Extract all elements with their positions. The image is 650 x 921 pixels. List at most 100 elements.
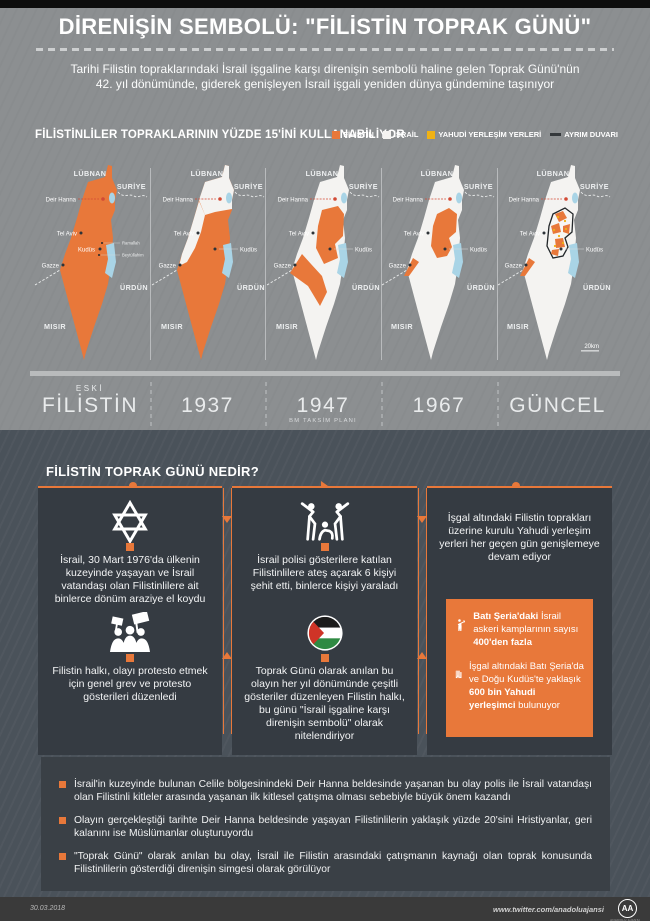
dead-sea: [105, 243, 116, 278]
what-section-title: FİLİSTİN TOPRAK GÜNÜ NEDİR?: [46, 464, 259, 479]
legend-label: AYRIM DUVARI: [564, 130, 618, 139]
bullet-square: [59, 817, 66, 824]
label-egypt: MISIR: [507, 322, 529, 331]
label-gaza: Gazze: [389, 264, 407, 270]
map-divider: [497, 168, 498, 360]
city-dot: [213, 247, 217, 251]
intro-line-1: Tarihi Filistin topraklarındaki İsrail i…: [70, 62, 580, 76]
timeline-top-label: [497, 384, 618, 394]
city-dot: [196, 231, 200, 235]
fact-settlers-text: İşgal altındaki Batı Şeria'da ve Doğu Ku…: [469, 660, 584, 712]
timeline-label-guncel: GÜNCEL: [497, 384, 618, 417]
legend-label: İSRAİL: [393, 130, 419, 139]
palestine-flag-icon-wrap: [232, 614, 417, 652]
timeline-divider: [265, 382, 267, 434]
fact-segment: İşgal altındaki Batı Şeria'da ve Doğu Ku…: [469, 661, 584, 685]
intro-text: Tarihi Filistin topraklarındaki İsrail i…: [0, 62, 650, 91]
map-eski-filistin: LÜBNAN SURİYE ÜRDÜN MISIR Deir Hanna Tel Aviv…: [32, 152, 148, 370]
timeline-main-label: GÜNCEL: [509, 394, 606, 417]
timeline-divider: [150, 382, 152, 434]
border-dashed-line: [151, 269, 178, 286]
building-icon: [455, 670, 462, 679]
bullet-square: [126, 654, 134, 662]
label-gaza: Gazze: [159, 264, 177, 270]
summary-bullets-box: İsrail'in kuzeyinde bulunan Celile bölge…: [41, 757, 610, 891]
border-dashed-line: [266, 269, 293, 286]
fact-segment: 600 bin Yahudi yerleşimci: [469, 687, 536, 711]
label-tel-aviv: Tel Aviv: [404, 232, 424, 238]
map-legend: FİLİSTİN İSRAİL YAHUDİ YERLEŞİM YERLERİ AYR…: [332, 130, 618, 139]
border-dashed-line: [234, 191, 265, 198]
label-jordan: ÜRDÜN: [120, 283, 148, 292]
sea-of-galilee: [456, 192, 462, 204]
label-gaza: Gazze: [505, 264, 523, 270]
map-svg-1967: LÜBNAN SURİYE ÜRDÜN MISIR Deir Hanna Tel Aviv…: [381, 165, 495, 360]
city-dot: [443, 247, 447, 251]
map-divider: [265, 168, 266, 360]
timeline-label-1937: 1937: [150, 384, 265, 417]
timeline-main-label: FİLİSTİN: [41, 394, 138, 417]
legend-swatch-square: [427, 130, 436, 139]
panel1-text-2: Filistin halkı, olayı protesto etmek içi…: [52, 665, 208, 703]
label-deir-hanna: Deir Hanna: [393, 198, 424, 204]
legend-item: FİLİSTİN: [332, 130, 374, 139]
label-deir-hanna: Deir Hanna: [46, 198, 77, 204]
timeline-top-label: ESKİ: [75, 384, 105, 393]
fact-row-military-camps: Batı Şeria'daki İsrail askeri kamplarını…: [455, 610, 584, 649]
bullet-square: [59, 781, 66, 788]
timeline-label-eski-filistin: ESKİ FİLİSTİN: [30, 384, 150, 417]
map-scale-label: 20km: [584, 344, 599, 350]
bullet-square: [59, 853, 66, 860]
label-deir-hanna: Deir Hanna: [509, 198, 540, 204]
label-syria: SURİYE: [464, 182, 493, 191]
city-dot: [293, 263, 297, 267]
flow-arrow-down-2: [416, 516, 427, 523]
panel2-text-2: Toprak Günü olarak anılan bu olayın her …: [244, 665, 405, 742]
fact-segment: bulunuyor: [515, 700, 560, 711]
palestine-outline: [177, 165, 234, 360]
label-syria: SURİYE: [117, 182, 146, 191]
settlement-dot: [561, 241, 565, 245]
panel-land-seizure: İsrail, 30 Mart 1976'da ülkenin kuzeyind…: [38, 486, 222, 755]
map-svg-1937: LÜBNAN SURİYE ÜRDÜN MISIR Deir Hanna Tel Aviv…: [151, 165, 265, 360]
border-dashed-line: [349, 191, 380, 198]
palestine-flag-icon: [306, 615, 343, 651]
bullet-square: [320, 543, 329, 551]
legend-item: AYRIM DUVARI: [550, 130, 618, 139]
city-dot: [79, 231, 83, 235]
label-deir-hanna: Deir Hanna: [278, 198, 309, 204]
protest-crowd-icon-wrap: [38, 612, 222, 652]
summary-bullet: "Toprak Günü" olarak anılan bu olay, İsr…: [59, 851, 592, 876]
label-jordan: ÜRDÜN: [237, 283, 265, 292]
deir-hanna-dot: [101, 197, 105, 201]
city-dot: [524, 263, 528, 267]
summary-bullet: Olayın gerçekleştiği tarihte Deir Hanna …: [59, 815, 592, 840]
panel-settlements: İşgal altındaki Filistin toprakları üzer…: [427, 486, 612, 755]
fact-row-settlers: İşgal altındaki Batı Şeria'da ve Doğu Ku…: [455, 660, 584, 712]
border-dashed-line: [580, 191, 611, 198]
page-title: DİRENİŞİN SEMBOLÜ: "FİLİSTİN TOPRAK GÜNÜ…: [58, 14, 592, 39]
fact-military-camps-text: Batı Şeria'daki İsrail askeri kamplarını…: [473, 610, 584, 649]
label-gaza: Gazze: [274, 264, 292, 270]
bullet-text: İsrail'in kuzeyinde bulunan Celile bölge…: [74, 779, 592, 803]
palestine-outline: [60, 165, 117, 360]
sea-of-galilee: [572, 192, 578, 204]
dead-sea: [337, 243, 348, 278]
panel-police-violence: İsrail polisi gösterilere katılan Filist…: [232, 486, 417, 755]
settlement-facts-box: Batı Şeria'daki İsrail askeri kamplarını…: [446, 599, 593, 737]
fact-segment: İsrail askeri kamplarının sayısı: [473, 611, 579, 635]
city-dot: [559, 247, 563, 251]
flow-arrow-up-1: [221, 652, 232, 659]
dead-sea: [452, 243, 463, 278]
timeline-bar: [30, 371, 620, 376]
city-dot: [178, 263, 182, 267]
label-jerusalem: Kudüs: [470, 248, 487, 254]
label-lebanon: LÜBNAN: [421, 169, 454, 178]
sea-of-galilee: [341, 192, 347, 204]
timeline-main-label: 1967: [412, 394, 466, 417]
label-tel-aviv: Tel Aviv: [520, 232, 540, 238]
city-dot: [426, 231, 430, 235]
fact-segment: 400'den fazla: [473, 637, 532, 648]
legend-item: YAHUDİ YERLEŞİM YERLERİ: [427, 130, 541, 139]
flow-connector-2: [418, 488, 427, 734]
